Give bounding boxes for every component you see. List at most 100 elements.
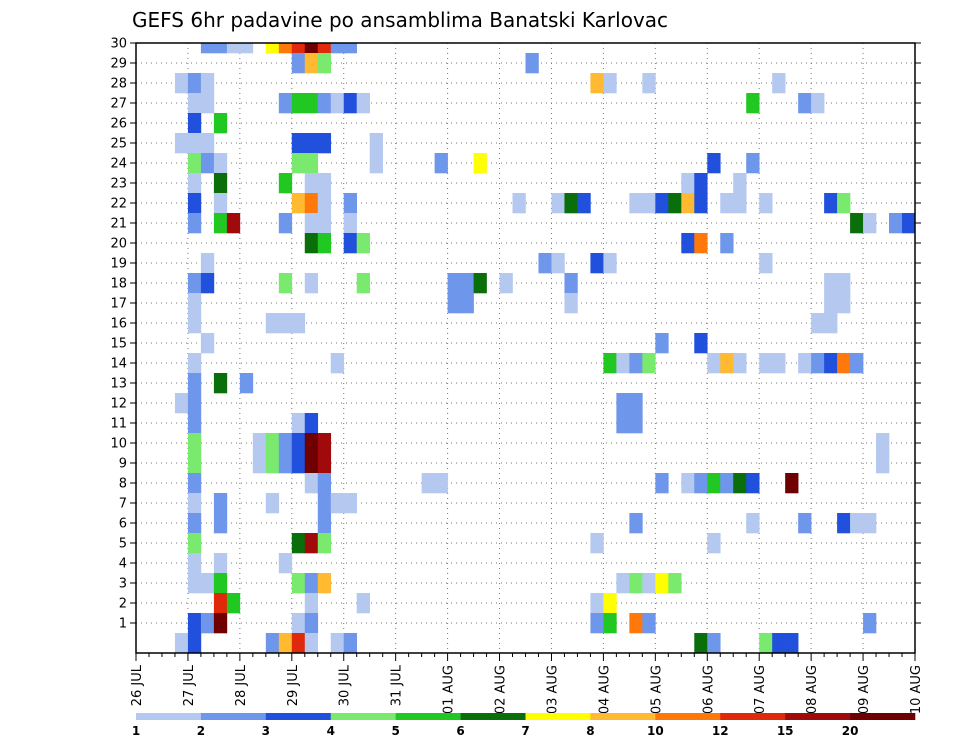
heatmap-cell: [733, 473, 747, 494]
heatmap-cell: [642, 73, 656, 94]
heatmap-cell: [499, 273, 513, 294]
heatmap-cell: [798, 93, 812, 114]
heatmap-cell: [629, 393, 643, 414]
heatmap-cell: [538, 253, 552, 274]
legend-label: 2: [197, 724, 205, 738]
heatmap-cell: [902, 213, 916, 234]
heatmap-cell: [304, 633, 319, 654]
heatmap-cell: [304, 53, 319, 74]
heatmap-cell: [239, 373, 254, 394]
heatmap-cell: [291, 613, 306, 634]
heatmap-cell: [590, 533, 604, 554]
x-tick-label: 10 AUG: [909, 665, 924, 714]
heatmap-cell: [304, 93, 319, 114]
heatmap-cell: [733, 193, 747, 214]
heatmap-cell: [291, 93, 306, 114]
heatmap-cell: [304, 133, 319, 154]
heatmap-cell: [785, 473, 799, 494]
heatmap-cell: [291, 573, 306, 594]
x-tick-label: 26 JUL: [130, 664, 145, 706]
heatmap-cell: [681, 173, 695, 194]
heatmap-cell: [226, 593, 241, 614]
legend-label: 4: [327, 724, 335, 738]
heatmap-cell: [798, 353, 812, 374]
heatmap-cell: [642, 573, 656, 594]
heatmap-cell: [616, 413, 630, 434]
heatmap-cell: [603, 353, 617, 374]
heatmap-cell: [200, 613, 215, 634]
heatmap-cell: [811, 313, 825, 334]
heatmap-cell: [369, 133, 383, 154]
heatmap-cell: [200, 573, 215, 594]
y-tick-label: 5: [119, 537, 127, 552]
heatmap-cell: [278, 213, 293, 234]
heatmap-cell: [343, 93, 358, 114]
heatmap-cell: [707, 633, 721, 654]
legend-swatch: [265, 713, 332, 720]
heatmap-cell: [317, 173, 332, 194]
heatmap-cell: [317, 573, 332, 594]
heatmap-cell: [252, 433, 267, 454]
heatmap-cell: [629, 353, 643, 374]
heatmap-cell: [616, 393, 630, 414]
heatmap-cell: [213, 173, 228, 194]
heatmap-cell: [798, 513, 812, 534]
heatmap-cell: [694, 193, 708, 214]
heatmap-cell: [239, 43, 254, 54]
legend-swatch: [655, 713, 721, 720]
heatmap-cell: [291, 313, 306, 334]
heatmap-cell: [564, 293, 578, 314]
heatmap-cell: [317, 193, 332, 214]
heatmap-cell: [278, 43, 293, 54]
heatmap-cell: [187, 373, 202, 394]
heatmap-cell: [863, 213, 877, 234]
heatmap-cell: [265, 633, 280, 654]
heatmap-cell: [642, 613, 656, 634]
heatmap-cell: [343, 213, 358, 234]
heatmap-cell: [785, 633, 799, 654]
heatmap-cell: [187, 213, 202, 234]
heatmap-cell: [434, 153, 448, 174]
heatmap-cell: [460, 273, 474, 294]
heatmap-cell: [200, 273, 215, 294]
heatmap-cell: [837, 513, 851, 534]
heatmap-cell: [460, 293, 474, 314]
heatmap-cell: [421, 473, 435, 494]
legend-swatch: [460, 713, 526, 720]
heatmap-cell: [681, 233, 695, 254]
heatmap-cell: [213, 193, 228, 214]
heatmap-cell: [304, 213, 319, 234]
heatmap-cell: [187, 553, 202, 574]
y-tick-label: 2: [119, 597, 127, 612]
y-tick-label: 21: [110, 217, 127, 232]
heatmap-cell: [720, 193, 734, 214]
y-tick-label: 29: [110, 57, 127, 72]
heatmap-cell: [265, 43, 280, 54]
heatmap-cell: [655, 473, 669, 494]
heatmap-cell: [850, 513, 864, 534]
heatmap-cell: [590, 593, 604, 614]
y-tick-label: 11: [110, 417, 127, 432]
heatmap-cell: [746, 513, 760, 534]
heatmap-cell: [252, 453, 267, 474]
heatmap-cell: [213, 593, 228, 614]
heatmap-cell: [720, 233, 734, 254]
heatmap-cell: [278, 553, 293, 574]
heatmap-cell: [629, 573, 643, 594]
heatmap-cell: [213, 113, 228, 134]
heatmap-cell: [707, 533, 721, 554]
heatmap-cell: [187, 533, 202, 554]
x-tick-label: 01 AUG: [442, 665, 457, 714]
y-tick-label: 25: [110, 137, 127, 152]
heatmap-cell: [200, 153, 215, 174]
heatmap-cell: [616, 353, 630, 374]
heatmap-cell: [590, 613, 604, 634]
heatmap-cell: [837, 293, 851, 314]
heatmap-cell: [317, 453, 332, 474]
heatmap-cell: [226, 213, 241, 234]
heatmap-cell: [772, 633, 786, 654]
y-tick-label: 1: [119, 617, 127, 632]
heatmap-cell: [668, 193, 682, 214]
heatmap-cell: [629, 413, 643, 434]
